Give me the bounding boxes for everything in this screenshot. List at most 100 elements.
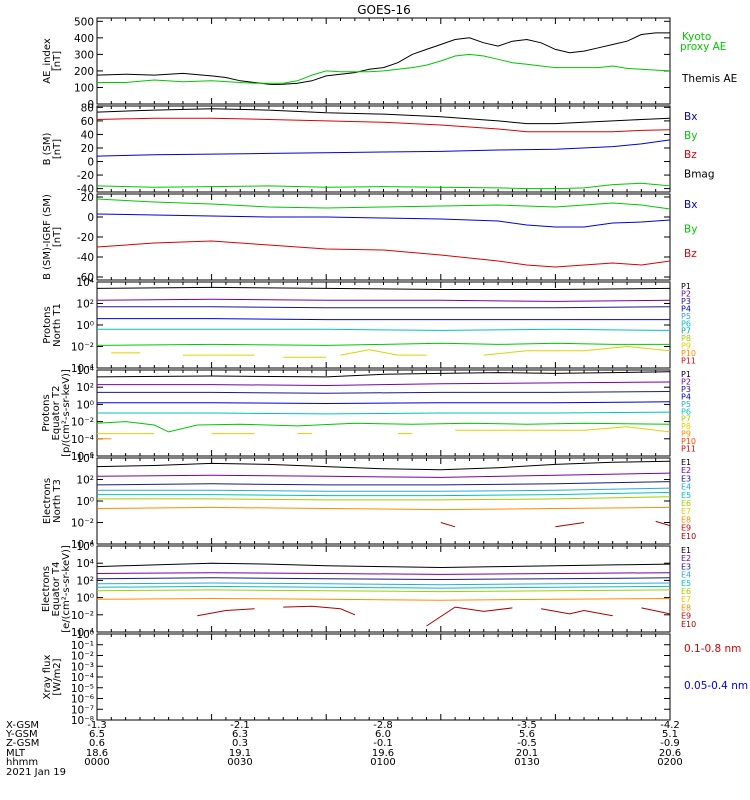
footer-value: -0.5: [517, 738, 537, 749]
y-tick-label: 200: [74, 66, 94, 78]
series-group: [97, 198, 670, 268]
legend-item: By: [684, 130, 697, 142]
series-segment: [455, 426, 670, 433]
series-line: [97, 487, 670, 492]
panel-electrons-t4: 10⁻⁴ 10⁻² 10⁰ 10² 10⁴ 10⁶ Electrons Equator T4[…: [41, 541, 696, 639]
y-axis-label: [nT]: [52, 227, 63, 247]
legend-item: Themis AE: [681, 73, 737, 85]
series-line: [97, 472, 670, 478]
legend-item: E5: [681, 579, 691, 588]
y-tick-label: 10⁻⁸: [71, 715, 94, 727]
panel-protons-t1: 10⁻⁴ 10⁻² 10⁰ 10² 10⁴ Protons North T1 P1P2P3P4…: [42, 277, 696, 375]
series-line: [97, 213, 670, 228]
y-tick-label: 10⁰: [76, 320, 94, 332]
series-segment: [283, 605, 356, 616]
series-line: [97, 371, 670, 378]
y-tick-label: 10⁴: [76, 558, 94, 570]
footer-value: 6.5: [89, 729, 105, 740]
legend-item: E5: [681, 491, 691, 500]
y-axis-label: Electrons: [41, 566, 52, 612]
y-tick-label: 10⁰: [76, 399, 94, 411]
legend-item: Kyoto: [682, 31, 711, 43]
legend-item: P3: [681, 297, 691, 306]
footer-row-label: Z-GSM: [6, 738, 39, 749]
series-line: [97, 240, 670, 268]
series-line: [97, 496, 670, 501]
series-line: [97, 286, 670, 290]
series-group: [97, 371, 670, 440]
legend-item: P2: [681, 289, 691, 298]
footer-value: 19.6: [372, 748, 394, 759]
series-line: [97, 401, 670, 405]
footer-value: 0.6: [89, 738, 105, 749]
legend-item: Bx: [684, 111, 697, 123]
y-tick-label: 10⁻⁷: [71, 704, 94, 716]
y-tick-label: -40: [77, 252, 94, 264]
series-line: [97, 585, 670, 589]
series-line: [97, 391, 670, 394]
y-axis-label: B (SM)-IGRF (SM): [42, 194, 53, 280]
legend-item: P4: [681, 304, 691, 313]
series-line: [97, 381, 670, 387]
y-tick-label: 10²: [76, 382, 94, 394]
series-segment: [655, 520, 670, 527]
series-line: [97, 108, 670, 125]
footer-value: 0.3: [232, 738, 248, 749]
y-tick-label: 10⁻⁵: [71, 683, 94, 695]
y-tick-label: 10⁻⁴: [71, 627, 94, 639]
legend-item: E8: [681, 515, 691, 524]
footer-value: 0200: [657, 757, 682, 768]
footer-value: 20.6: [659, 748, 681, 759]
panel-b-igrf: -60 -40 -20 0 20 B (SM)-IGRF (SM) [nT] Bx By Bz: [42, 192, 697, 284]
y-tick-label: 10⁻³: [71, 661, 94, 673]
y-axis-label: AE_index: [42, 38, 53, 84]
y-tick-label: 10⁻²: [71, 651, 94, 663]
panel-xray: 10⁻⁸10⁻⁷10⁻⁶10⁻⁵10⁻⁴10⁻³10⁻²10⁻¹10⁰Xray …: [42, 629, 748, 727]
series-line: [97, 421, 670, 433]
y-axis-label: [W/m2]: [52, 658, 63, 695]
legend-item: Bz: [684, 248, 697, 260]
y-axis-label: [nT]: [52, 51, 63, 71]
series-group: [97, 108, 670, 190]
series-segment: [483, 345, 670, 356]
series-line: [97, 572, 670, 575]
legend-item: P1: [681, 370, 691, 379]
series-line: [97, 589, 670, 593]
y-tick-label: 10⁻²: [71, 417, 94, 429]
series-segment: [641, 607, 670, 615]
footer-value: 18.6: [86, 748, 108, 759]
y-tick-label: 100: [74, 82, 94, 94]
series-line: [97, 562, 670, 569]
y-axis-label: [nT]: [52, 139, 63, 159]
y-tick-label: 10⁻⁴: [71, 539, 94, 551]
footer-value: 6.3: [232, 729, 248, 740]
footer-value: 5.6: [519, 729, 535, 740]
series-segment: [340, 349, 427, 356]
series-line: [97, 182, 670, 190]
y-tick-label: -40: [77, 184, 94, 196]
legend-item: 0.1-0.8 nm: [684, 643, 741, 655]
y-axis-label: [p/(cm²-s-sr-keV)]: [61, 369, 72, 457]
legend-item: E3: [681, 562, 691, 571]
panel-protons-t2: 10⁻⁶ 10⁻⁴ 10⁻² 10⁰ 10² 10⁴ Protons Equator T2 [p…: [41, 365, 696, 463]
legend-item: P10: [681, 437, 696, 446]
panel-frame: [96, 545, 671, 633]
y-tick-label: 500: [74, 16, 94, 28]
y-tick-label: 10²: [76, 575, 94, 587]
legend: Bx By Bz Bmag: [684, 111, 715, 180]
series-segment: [197, 608, 255, 617]
series-segment: [426, 606, 513, 627]
legend-item: P11: [681, 445, 696, 454]
footer-value: 0000: [84, 757, 109, 768]
legend-item: P9: [681, 342, 691, 351]
y-tick-label: 10⁻⁴: [71, 363, 94, 375]
footer-value: -0.9: [660, 738, 680, 749]
legend-item: E9: [681, 524, 691, 533]
series-line: [97, 117, 670, 133]
y-tick-label: 10⁻⁴: [71, 672, 94, 684]
